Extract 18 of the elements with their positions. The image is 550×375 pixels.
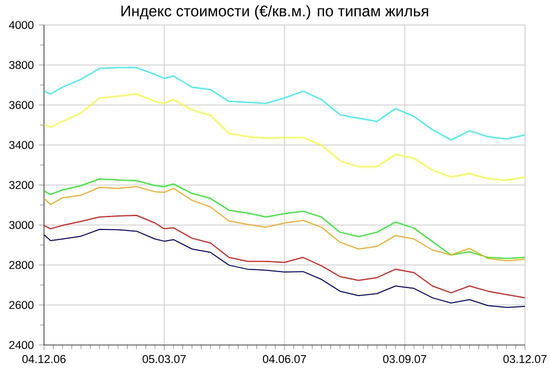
y-tick-label: 4000 — [8, 20, 34, 30]
line-series — [44, 228, 526, 308]
y-tick-label: 2800 — [9, 260, 34, 270]
x-tick-label: 03.09.07 — [383, 355, 426, 364]
x-tick-label: 04.12.06 — [22, 355, 66, 364]
line-series — [44, 93, 526, 181]
line-series — [44, 214, 526, 298]
y-tick-label: 2600 — [9, 300, 34, 310]
chart-title: Индекс стоимости (€/кв.м.) по типам жилья — [121, 5, 428, 20]
x-tick-label: 05.03.07 — [142, 355, 186, 364]
x-tick-label: 03.12.07 — [503, 355, 546, 364]
y-tick-label: 3400 — [9, 140, 34, 150]
y-tick-label: 3600 — [9, 100, 34, 110]
x-tick-label: 04.06.07 — [262, 355, 306, 364]
y-tick-label: 2400 — [9, 340, 34, 350]
y-tick-label: 3800 — [9, 60, 34, 70]
y-tick-label: 3000 — [9, 220, 34, 230]
y-tick-label: 3200 — [9, 180, 34, 190]
